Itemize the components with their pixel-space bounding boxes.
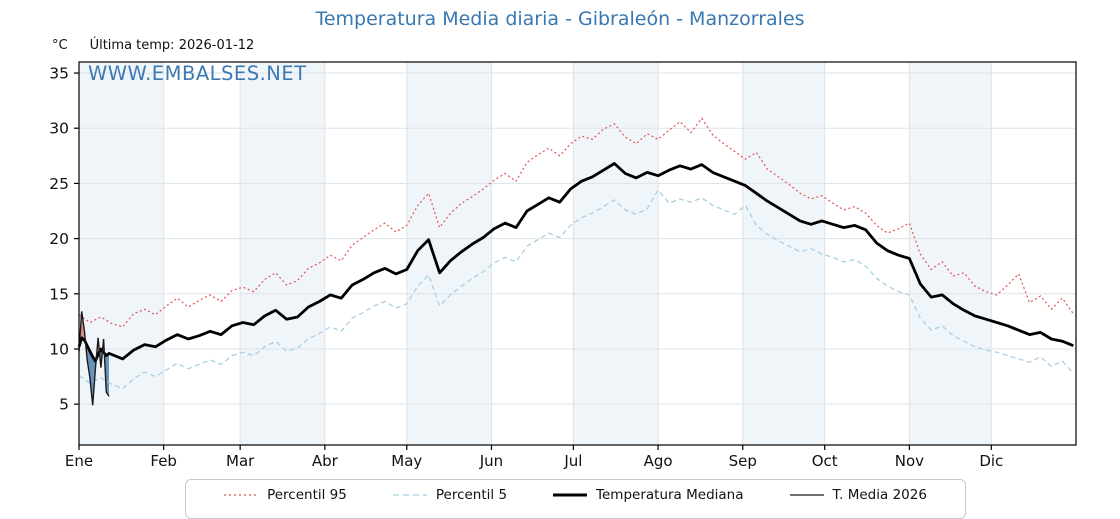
x-tick-label-may: May [391,452,422,470]
x-tick-label-abr: Abr [312,452,339,470]
chart-subheader: °C Última temp: 2026-01-12 [52,38,254,53]
x-tick-label-dic: Dic [979,452,1003,470]
legend-item-t-media-2026-label: T. Media 2026 [832,487,927,503]
x-tick-label-mar: Mar [226,452,255,470]
y-axis-unit-label: °C [52,38,68,53]
legend-item-percentil-5-label: Percentil 5 [435,487,508,503]
x-tick-label-jul: Jul [563,452,582,470]
legend-item-percentil-5-line-sample [392,494,427,496]
legend-item-temperatura-mediana-line-sample [553,493,588,497]
chart-svg: 5 10 15 20 25 30 35 Ene Feb Mar Abr May Jun Jul Ago Sep… [49,61,1077,470]
x-tick-label-nov: Nov [895,452,924,470]
legend-item-temperatura-mediana-label: Temperatura Mediana [596,487,744,503]
y-tick-label: 20 [49,230,69,248]
legend-item-temperatura-mediana: Temperatura Mediana [553,487,744,503]
axis-ticks: 5 10 15 20 25 30 35 Ene Feb Mar Abr May Jun Jul Ago Sep… [49,65,1003,470]
x-tick-label-ago: Ago [644,452,673,470]
legend-item-percentil-5: Percentil 5 [392,487,508,503]
temperatura-mediana-line [77,162,1074,363]
legend-item-percentil-95-label: Percentil 95 [267,487,347,503]
last-temp-label: Última temp: 2026-01-12 [89,38,255,53]
legend-item-t-media-2026-line-sample [789,494,824,496]
x-tick-label-ene: Ene [65,452,93,470]
watermark: WWW.EMBALSES.NET [88,62,307,85]
y-tick-label: 25 [49,175,69,193]
x-tick-label-oct: Oct [812,452,838,470]
y-tick-label: 10 [49,340,69,358]
t-media-2026-line [78,311,110,406]
x-tick-label-sep: Sep [729,452,757,470]
x-tick-label-jun: Jun [479,452,503,470]
legend-item-t-media-2026: T. Media 2026 [789,487,927,503]
y-tick-label: 30 [49,120,69,138]
y-tick-label: 35 [49,65,69,83]
legend-item-percentil-95: Percentil 95 [224,487,347,503]
month-bands [79,62,992,445]
page-title: Temperatura Media diaria - Gibraleón - M… [315,8,805,30]
y-tick-label: 5 [59,396,69,414]
y-tick-label: 15 [49,285,69,303]
x-tick-label-feb: Feb [150,452,177,470]
legend-item-percentil-95-line-sample [224,494,259,496]
gridlines [79,62,1076,445]
legend: Percentil 95 Percentil 5 Temperatura Media… [185,479,966,519]
percentil-5-line [78,188,1074,390]
percentil-95-line [78,117,1074,328]
plot-border [78,61,1077,446]
page: { "header": { "title": "Temperatura Medi… [49,8,1077,519]
